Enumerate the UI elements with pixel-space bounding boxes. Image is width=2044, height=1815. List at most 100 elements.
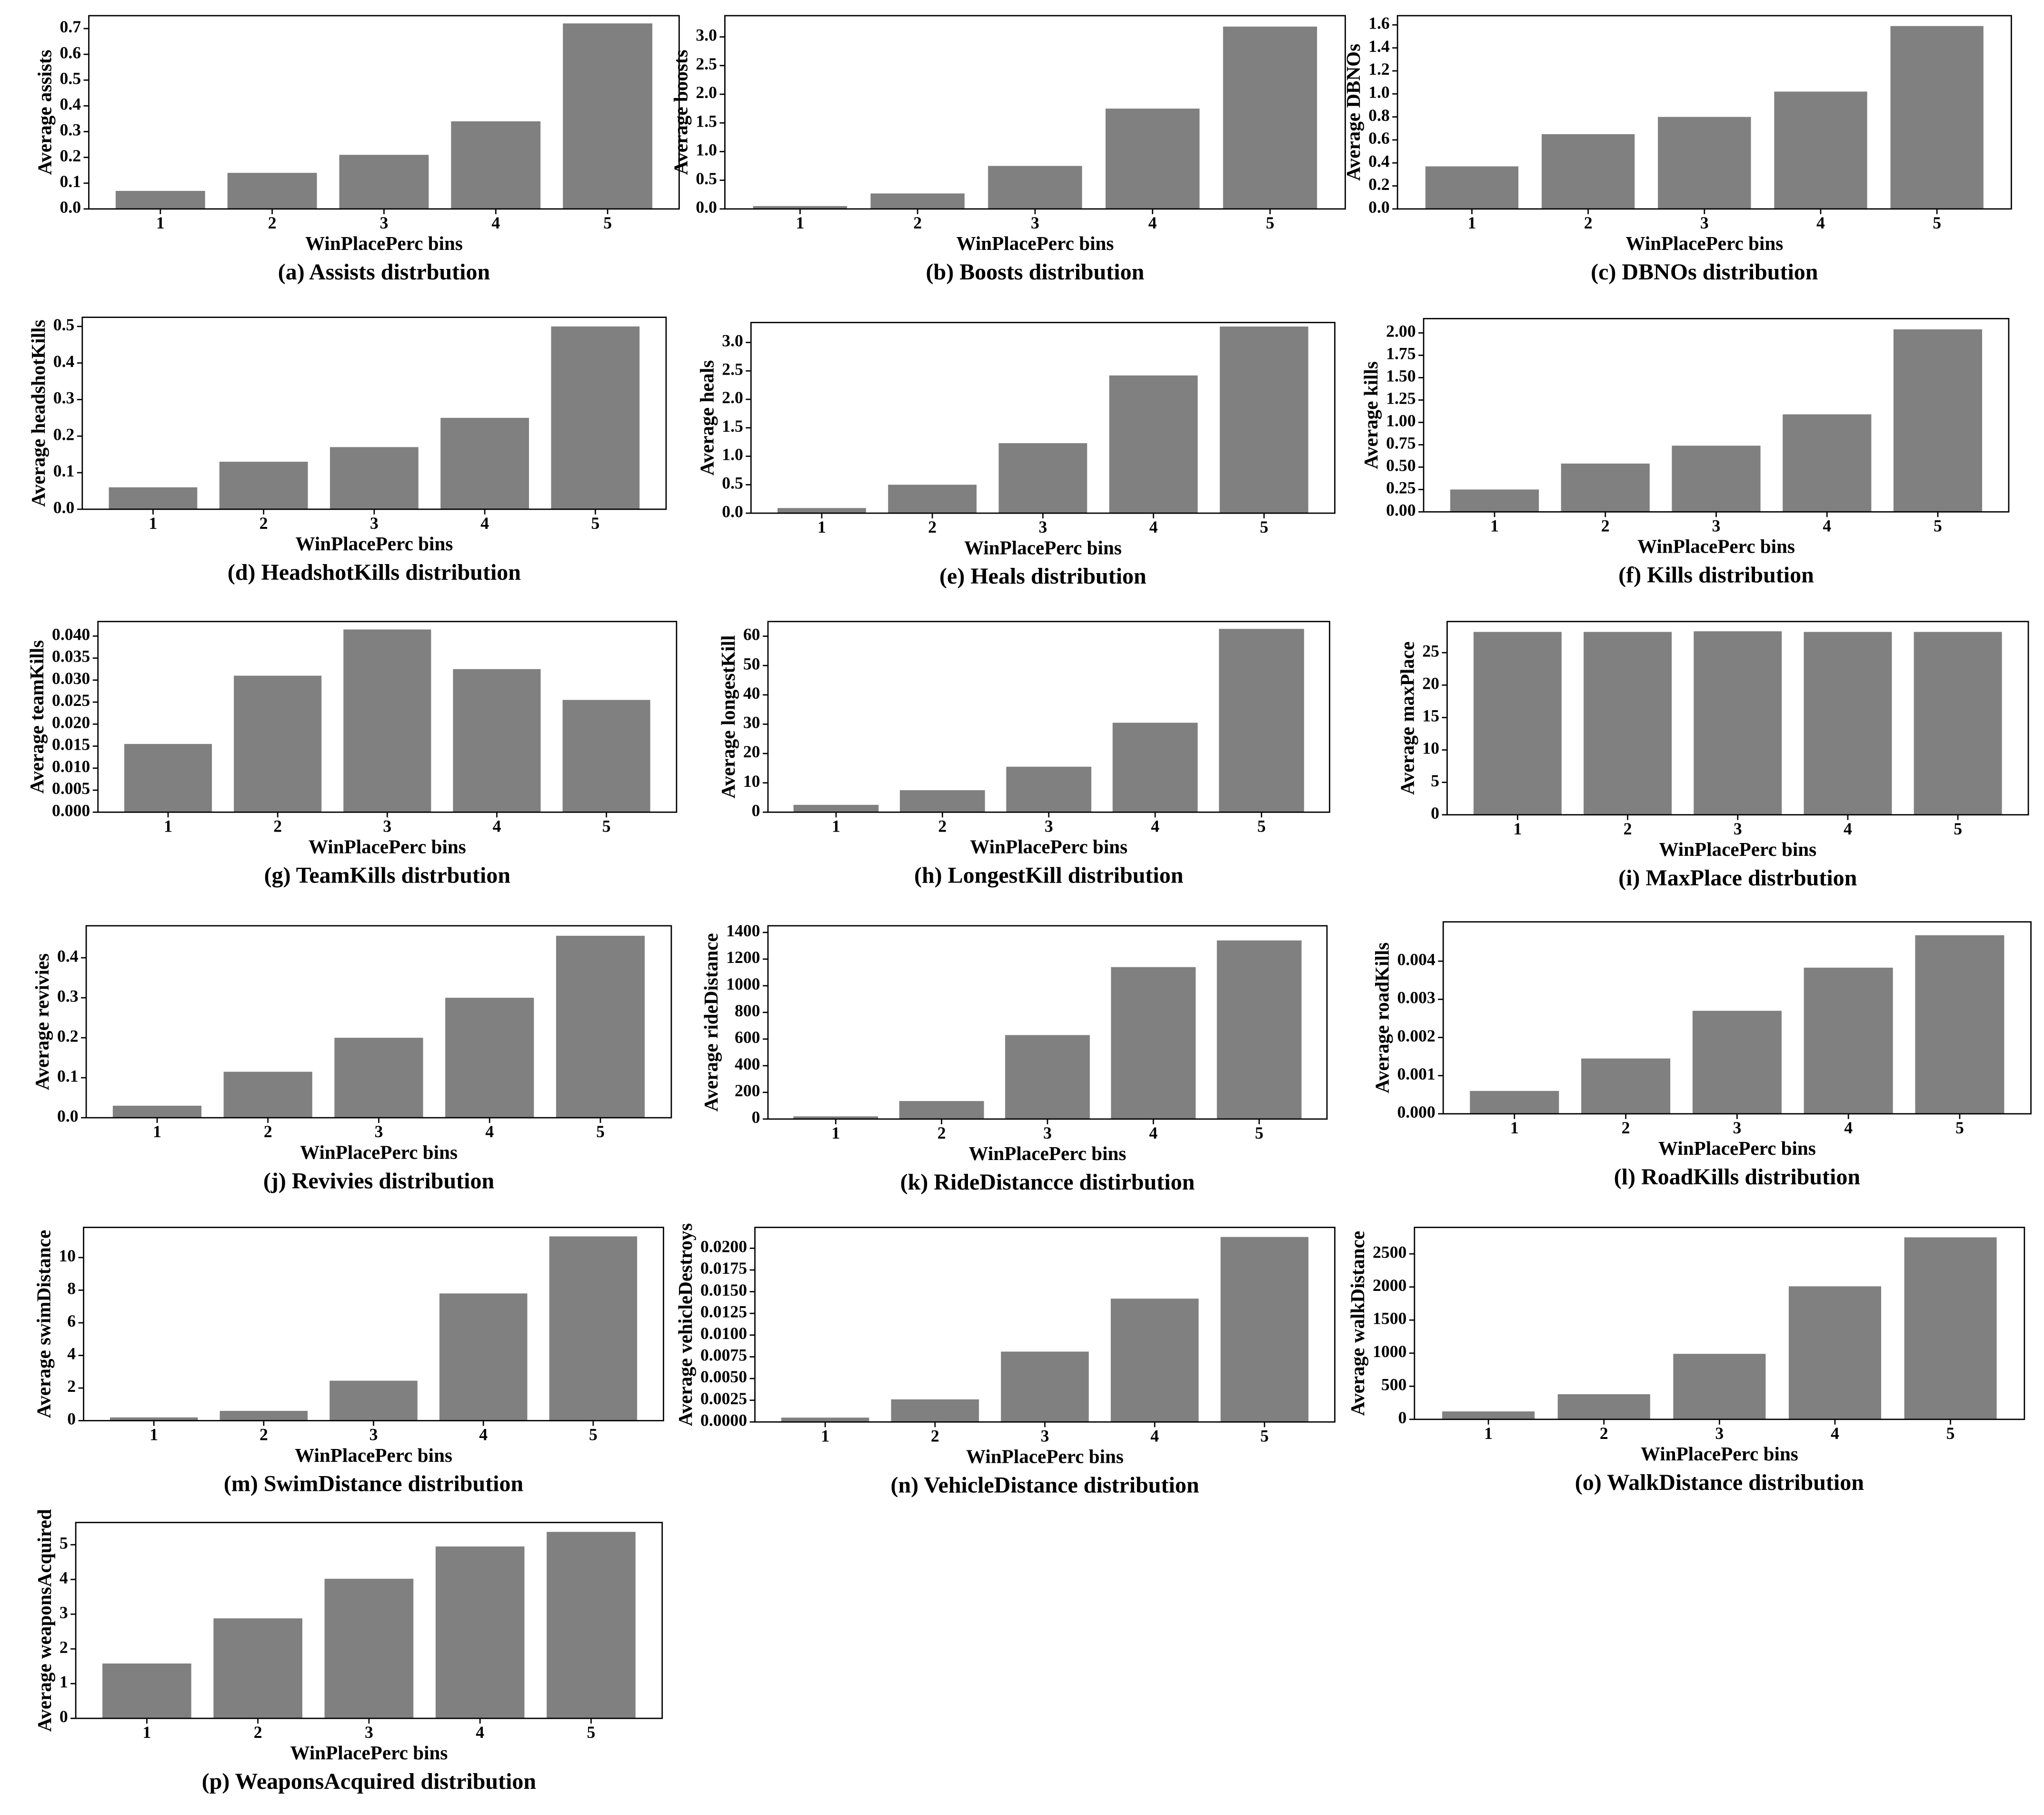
bar (899, 1101, 984, 1119)
y-tick-label: 0.025 (52, 691, 90, 710)
bar (1672, 446, 1761, 512)
bar (1673, 1354, 1766, 1419)
x-tick-label: 1 (821, 1426, 829, 1445)
y-tick-label: 0.0025 (700, 1389, 747, 1408)
x-tick-label: 4 (1844, 1118, 1853, 1137)
x-axis-label: WinPlacePerc bins (966, 1446, 1124, 1468)
x-tick-label: 4 (493, 816, 501, 835)
y-tick-label: 0.5 (722, 473, 743, 492)
x-tick-label: 5 (1955, 1118, 1964, 1137)
y-tick-label: 1200 (726, 948, 760, 967)
x-tick-label: 1 (153, 1122, 161, 1141)
bar (1584, 632, 1672, 815)
y-tick-label: 0.0075 (700, 1346, 747, 1365)
x-tick-label: 4 (491, 213, 500, 232)
subplot: 1 2 3 4 5 0 5 10 15 20 25 WinPlacePerc bins Average … (1396, 621, 2029, 891)
bar (330, 447, 419, 509)
y-tick-label: 1.25 (1386, 389, 1416, 408)
subplot-caption: (e) Heals distribution (939, 564, 1147, 589)
x-tick-label: 5 (1934, 516, 1942, 535)
y-tick-label: 0.005 (52, 779, 90, 798)
bar (334, 1038, 423, 1118)
bar (102, 1663, 191, 1718)
y-tick-label: 0.2 (57, 1026, 79, 1045)
y-tick-label: 0.010 (52, 757, 90, 776)
y-tick-label: 20 (1422, 674, 1439, 693)
x-tick-label: 3 (380, 213, 389, 232)
x-tick-label: 3 (375, 1122, 383, 1141)
subplot-caption: (l) RoadKills distribution (1614, 1164, 1860, 1190)
x-tick-label: 4 (1150, 1426, 1159, 1445)
x-tick-label: 1 (156, 213, 165, 232)
x-tick-label: 5 (589, 1425, 598, 1444)
plot-frame (767, 925, 1328, 1120)
y-tick-label: 0.7 (60, 17, 81, 36)
bar (1110, 1299, 1199, 1422)
y-axis-label: Average vehicleDestroys (674, 1223, 696, 1427)
x-axis-label: WinPlacePerc bins (295, 533, 453, 555)
y-tick-label: 40 (743, 684, 760, 703)
bar (1109, 375, 1198, 514)
x-tick-label: 1 (150, 1425, 158, 1444)
y-axis-label: Average heals (696, 360, 718, 476)
y-tick-label: 5 (1431, 771, 1439, 790)
x-axis-label: WinPlacePerc bins (290, 1742, 448, 1764)
subplot-caption: (g) TeamKills distrbution (264, 863, 510, 888)
y-tick-label: 0.0150 (700, 1280, 747, 1299)
subplot: 1 2 3 4 5 0.0 0.1 0.2 0.3 0.4 0.5 WinPlacePerc bins… (27, 315, 667, 585)
bar (1223, 26, 1317, 209)
bar (219, 461, 308, 509)
x-tick-label: 4 (1148, 213, 1157, 232)
y-tick-label: 2.0 (722, 388, 743, 407)
bar (1470, 1091, 1559, 1114)
subplot-caption: (d) HeadshotKills distribution (228, 560, 521, 585)
x-tick-label: 3 (1734, 819, 1742, 838)
x-axis-label: WinPlacePerc bins (1641, 1443, 1798, 1465)
y-tick-label: 6 (67, 1311, 76, 1330)
bar (551, 326, 640, 509)
x-tick-label: 3 (383, 816, 391, 835)
subplot: 1 2 3 4 5 0 1 2 3 4 5 WinPlacePerc bins Average weap… (33, 1509, 663, 1794)
y-axis-label: Average swimDistance (32, 1230, 54, 1418)
y-tick-label: 0.1 (57, 1066, 79, 1085)
y-tick-label: 1400 (726, 921, 760, 940)
x-tick-label: 2 (259, 514, 268, 533)
y-tick-label: 0.0 (1368, 198, 1390, 217)
bar (1788, 1286, 1882, 1419)
y-axis-label: Average walkDistance (1346, 1231, 1368, 1416)
y-tick-label: 0.2 (60, 146, 81, 165)
y-tick-label: 600 (735, 1028, 760, 1047)
x-axis-label: WinPlacePerc bins (1659, 838, 1816, 860)
plot-frame (754, 1227, 1336, 1423)
bar (988, 166, 1082, 209)
x-axis-label: WinPlacePerc bins (1625, 232, 1783, 254)
x-tick-label: 2 (264, 1122, 272, 1141)
y-tick-label: 2000 (1373, 1276, 1406, 1295)
x-axis-label: WinPlacePerc bins (970, 835, 1127, 857)
bar (549, 1236, 638, 1421)
y-tick-label: 0.00 (1386, 501, 1416, 520)
x-axis-label: WinPlacePerc bins (309, 835, 466, 857)
subplot: 1 2 3 4 5 0.00 0.25 0.50 0.75 1.00 1.25 1.50 1.75 2.0… (1360, 317, 2010, 588)
y-tick-label: 2.0 (696, 83, 717, 102)
bar (1804, 967, 1893, 1114)
subplot-caption: (j) Revivies distribution (263, 1168, 494, 1193)
bar (343, 629, 431, 813)
x-tick-label: 3 (370, 514, 379, 533)
y-tick-label: 0.0175 (700, 1259, 747, 1278)
bar (562, 700, 650, 813)
y-tick-label: 0.0 (57, 1106, 79, 1125)
y-tick-label: 10 (59, 1246, 76, 1265)
y-tick-label: 2.5 (696, 54, 717, 73)
y-tick-label: 8 (67, 1279, 76, 1298)
y-tick-label: 1.0 (722, 445, 743, 464)
x-tick-label: 3 (1043, 1123, 1052, 1142)
bar (1219, 326, 1308, 514)
x-tick-label: 1 (164, 816, 172, 835)
y-tick-label: 1.00 (1386, 411, 1416, 430)
plot-frame (85, 925, 672, 1119)
x-tick-label: 4 (485, 1122, 494, 1141)
y-tick-label: 0 (1431, 803, 1439, 823)
x-tick-label: 2 (928, 517, 937, 536)
y-tick-label: 0.0125 (700, 1302, 747, 1321)
